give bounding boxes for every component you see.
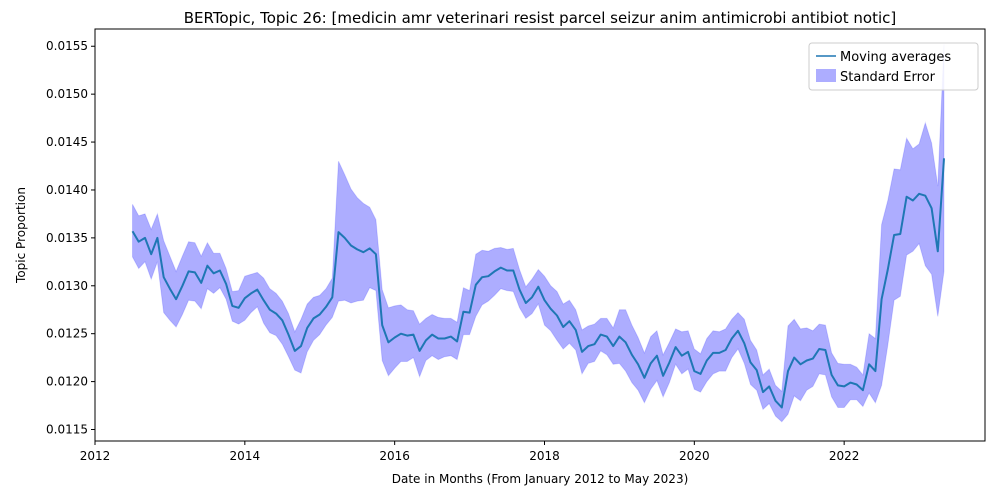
y-tick-label: 0.0125: [46, 327, 88, 341]
legend-label-standard-error: Standard Error: [840, 70, 936, 85]
y-tick-label: 0.0140: [46, 183, 88, 197]
y-tick-label: 0.0115: [46, 423, 88, 437]
chart-title: BERTopic, Topic 26: [medicin amr veterin…: [184, 9, 897, 27]
y-tick-label: 0.0120: [46, 375, 88, 389]
moving-average-line-layer: [131, 158, 945, 409]
x-axis: 2012 2014 2016 2018 2020 2022: [80, 441, 860, 463]
legend-frame: [808, 42, 979, 91]
moving-average-line: [131, 158, 945, 409]
x-tick-label: 2020: [679, 449, 710, 463]
x-tick-label: 2014: [230, 449, 261, 463]
y-axis-label: Topic Proportion: [14, 187, 28, 284]
y-tick-label: 0.0150: [46, 87, 88, 101]
y-tick-label: 0.0145: [46, 135, 88, 149]
y-tick-label: 0.0155: [46, 39, 88, 53]
x-tick-label: 2022: [829, 449, 860, 463]
legend-band-swatch: [816, 69, 836, 82]
legend-label-moving-averages: Moving averages: [840, 50, 951, 65]
x-axis-label: Date in Months (From January 2012 to May…: [392, 472, 689, 486]
standard-error-band-layer: [132, 44, 945, 423]
standard-error-band: [132, 44, 945, 423]
y-tick-label: 0.0130: [46, 279, 88, 293]
x-tick-label: 2012: [80, 449, 111, 463]
y-axis: 0.0115 0.0120 0.0125 0.0130 0.0135 0.0140 0.01…: [46, 39, 95, 437]
y-tick-label: 0.0135: [46, 231, 88, 245]
legend: Moving averages Standard Error: [808, 42, 979, 91]
x-tick-label: 2018: [529, 449, 560, 463]
plot-frame: [94, 28, 986, 442]
x-tick-label: 2016: [379, 449, 410, 463]
